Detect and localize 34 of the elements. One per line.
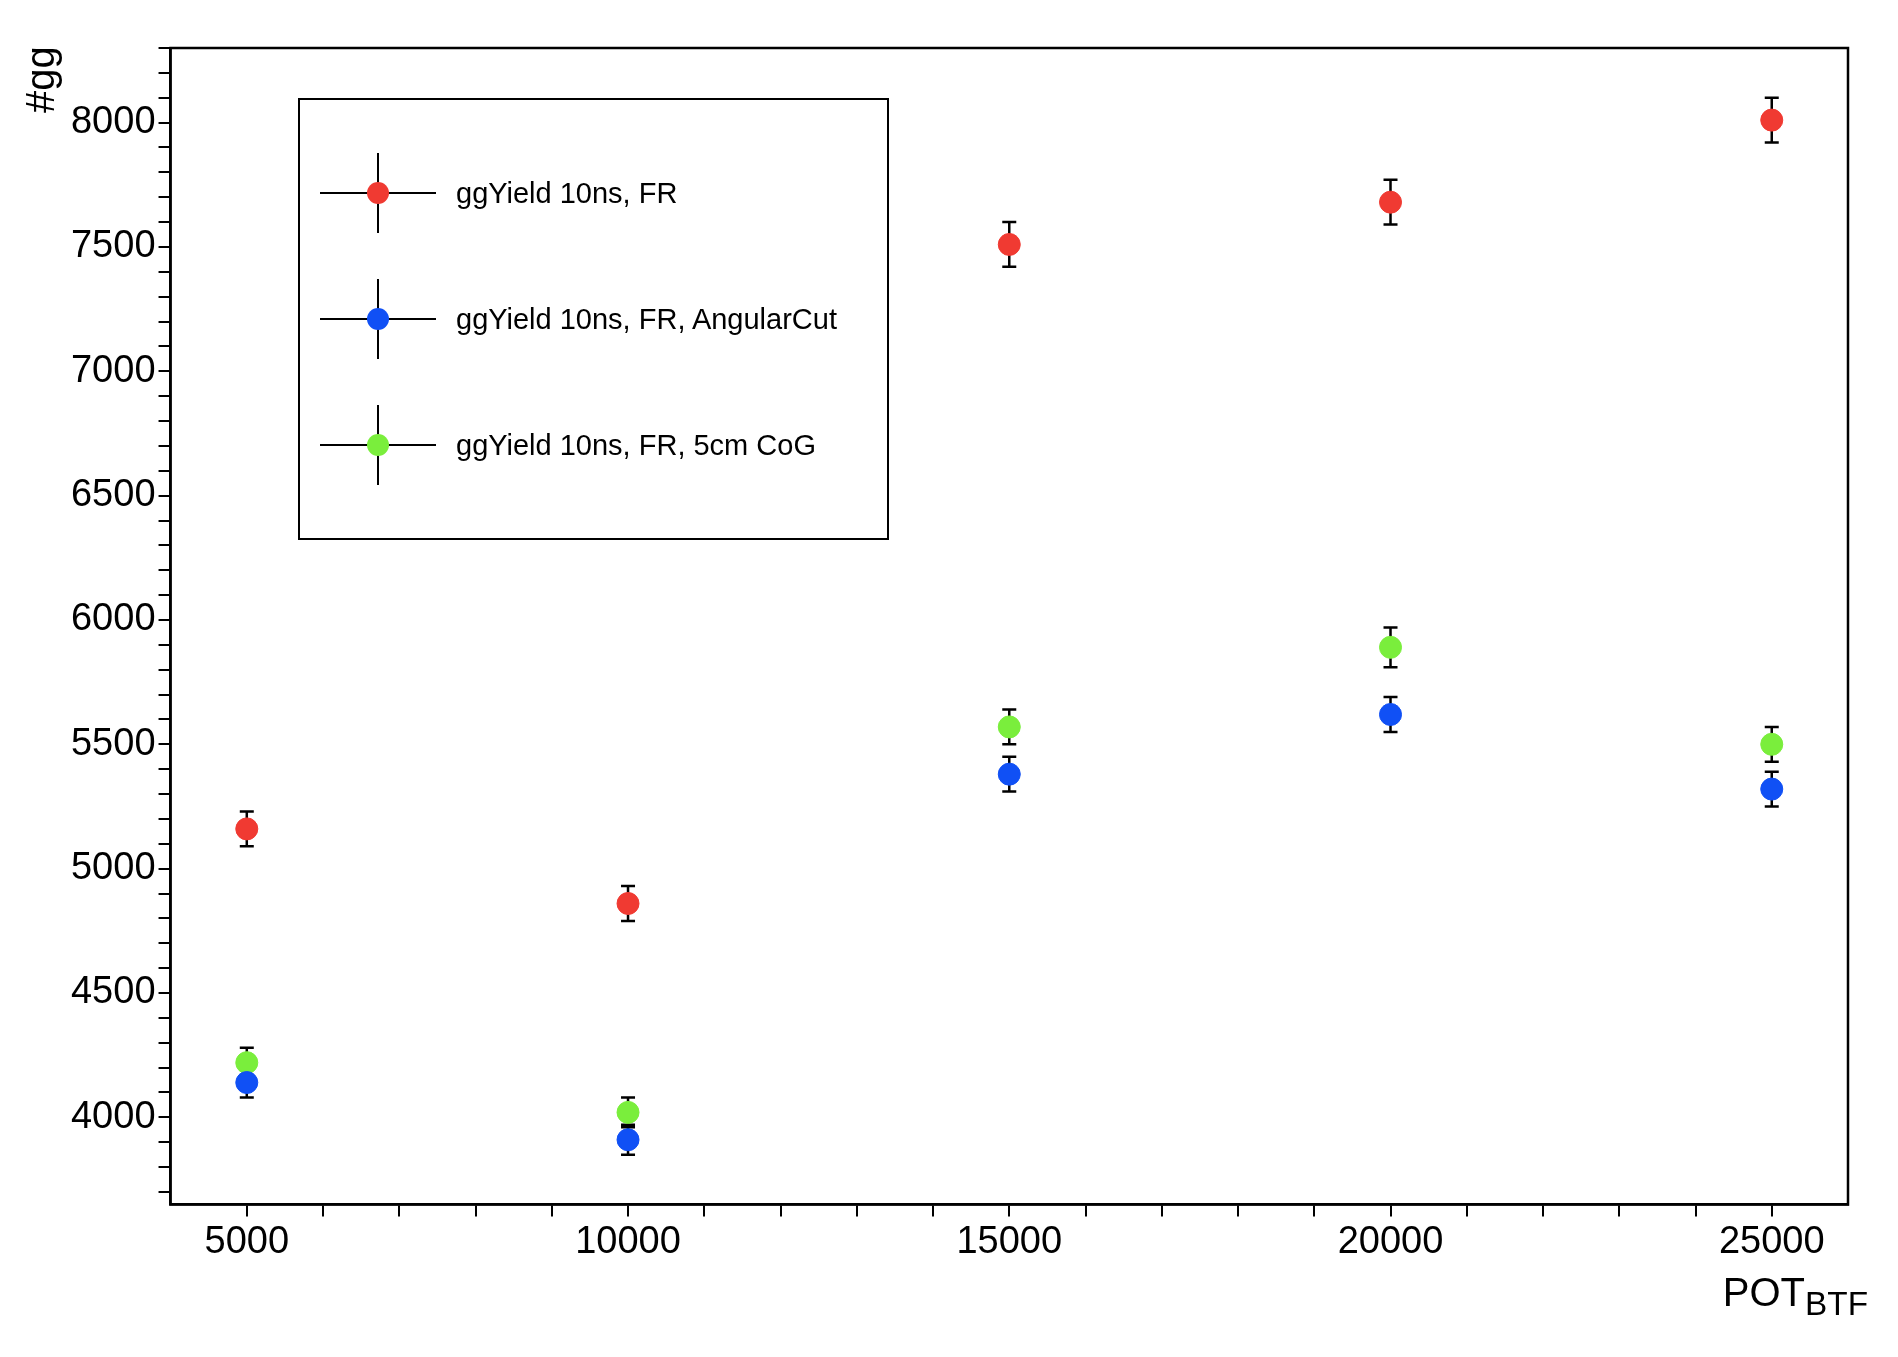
y-tick-label: 4500: [70, 969, 156, 1012]
x-tick-label: 20000: [1337, 1218, 1444, 1261]
point: [616, 1100, 640, 1124]
x-tick-label: 5000: [204, 1218, 290, 1261]
point: [1760, 108, 1784, 132]
point: [997, 232, 1021, 256]
point: [235, 817, 259, 841]
y-tick-label: 7500: [70, 223, 156, 266]
point: [1379, 190, 1403, 214]
point: [1760, 777, 1784, 801]
y-tick-label: 4000: [70, 1093, 156, 1136]
x-tick-label: 10000: [575, 1218, 681, 1261]
point: [1379, 702, 1403, 726]
point: [997, 762, 1021, 786]
point: [235, 1071, 259, 1095]
x-axis-title: POT$_{BTF}$: [1722, 1269, 1868, 1324]
y-tick-label: 8000: [70, 99, 156, 142]
y-tick-label: 5500: [70, 720, 156, 763]
point: [997, 715, 1021, 739]
point: [235, 1051, 259, 1075]
x-tick-label: 15000: [956, 1218, 1063, 1261]
x-tick-label: 25000: [1718, 1218, 1825, 1261]
legend-label: ggYield 10ns, FR, 5cm CoG: [456, 428, 816, 462]
y-tick-label: 6000: [70, 596, 156, 639]
y-tick-label: 6500: [70, 472, 156, 515]
point: [1760, 732, 1784, 756]
point: [1379, 635, 1403, 659]
y-tick-label: 7000: [70, 347, 156, 390]
y-tick-label: 5000: [70, 845, 156, 888]
point: [616, 1128, 640, 1152]
point: [616, 891, 640, 915]
legend-label: ggYield 10ns, FR, AngularCut: [456, 302, 837, 336]
y-axis-title: #gg: [18, 46, 63, 113]
legend-label: ggYield 10ns, FR: [456, 176, 678, 210]
